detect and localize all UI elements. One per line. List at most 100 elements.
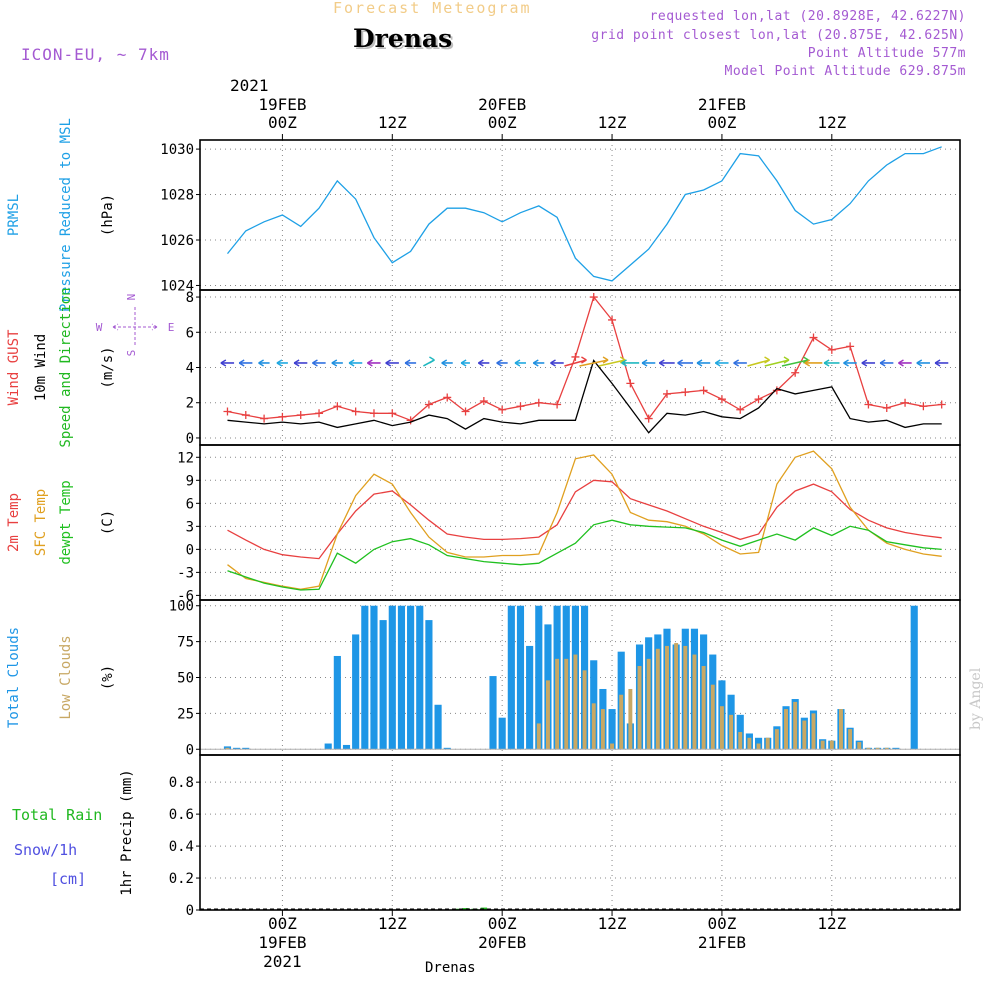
top-hour-label: 12Z: [378, 113, 407, 132]
low-bar: [829, 740, 834, 750]
model-point-altitude: Model Point Altitude 629.875m: [724, 64, 966, 79]
wind-arrow-head: [460, 359, 467, 367]
y-tick-label: 0.4: [169, 839, 194, 855]
wind-direction-arrow: [564, 359, 587, 367]
y-tick-label: 0: [186, 742, 194, 758]
total-bar: [352, 634, 360, 750]
low-bar: [729, 714, 734, 750]
wind-arrow-head: [367, 359, 373, 367]
pressure-axis-label: Pressure Reduced to MSL: [58, 118, 74, 312]
wind-arrow-head: [804, 359, 811, 367]
compass-south-label: S: [125, 350, 138, 357]
wind-arrow-head: [602, 356, 609, 364]
low-bar: [802, 720, 807, 750]
station-name: Drenas: [353, 24, 453, 53]
top-hour-label: 00Z: [707, 113, 736, 132]
total-bar: [361, 605, 369, 750]
gust-marker: [901, 398, 910, 407]
prmsl-line: [226, 146, 942, 282]
gust-marker: [791, 368, 800, 377]
wind-arrow-head: [898, 359, 904, 367]
gust-marker: [919, 402, 928, 411]
total-bar: [498, 717, 506, 750]
gust-marker: [662, 389, 671, 398]
gust-marker: [241, 411, 250, 420]
total-bar: [342, 744, 351, 750]
top-day-label: 19FEB: [258, 95, 306, 114]
bottom-hour-label: 12Z: [817, 914, 846, 933]
gust-marker: [553, 400, 562, 409]
wind-axis-label: 10m Wind: [33, 334, 49, 401]
compass-north-label: N: [125, 294, 138, 301]
wind-arrow-head: [312, 359, 318, 367]
wind-arrow-head: [220, 359, 227, 367]
wind-arrow-head: [385, 359, 392, 367]
low-bar: [628, 688, 633, 750]
dewpt-line: [227, 519, 942, 591]
wind-arrow-head: [532, 359, 539, 367]
temperature-axis-label: dewpt Temp: [58, 480, 74, 564]
total-bar: [443, 747, 451, 750]
y-tick-label: 6: [186, 496, 194, 512]
wind-axis-label: Wind GUST: [6, 329, 22, 405]
low-bar: [600, 709, 605, 750]
total-bar: [434, 704, 442, 750]
wind-direction-arrow: [764, 359, 790, 367]
low-bar: [225, 747, 230, 750]
low-bar: [820, 740, 825, 750]
y-tick-label: 0.8: [169, 775, 194, 791]
model-name: ICON-EU, ~ 7km: [21, 45, 170, 64]
bottom-hour-label: 00Z: [488, 914, 517, 933]
y-tick-label: 0.6: [169, 807, 194, 823]
wind-arrow-head: [276, 359, 283, 367]
gust-marker: [260, 414, 269, 423]
total-bar: [388, 605, 396, 750]
wind-arrow-head: [823, 359, 830, 367]
y-tick-label: 0: [186, 542, 194, 558]
year-label-top: 2021: [230, 76, 269, 95]
low-bar: [545, 680, 550, 750]
gust-marker: [406, 416, 415, 425]
total-bar: [333, 655, 341, 750]
y-tick-label: 2: [186, 396, 194, 412]
clouds-panel: [196, 599, 961, 756]
total-bar: [407, 605, 415, 750]
low-bar: [838, 709, 843, 750]
top-hour-label: 00Z: [488, 113, 517, 132]
low-bar: [811, 713, 816, 750]
y-tick-label: 75: [177, 635, 194, 651]
wind-axis-label: Speed and Direction: [58, 287, 74, 447]
low-bar: [765, 737, 770, 750]
gust-marker: [827, 345, 836, 354]
gust-marker: [443, 393, 452, 402]
low-bar: [875, 747, 880, 750]
wind-arrow-head: [714, 359, 721, 367]
gust-marker: [754, 395, 763, 404]
bottom-day-label: 19FEB: [258, 933, 306, 952]
low-bar: [784, 709, 788, 750]
low-bar: [582, 670, 587, 750]
wind-arrow-head: [429, 356, 435, 364]
rain-bar: [462, 908, 469, 910]
low-bar: [884, 747, 889, 750]
gust-marker: [388, 409, 397, 418]
y-tick-label: 9: [186, 473, 194, 489]
total-bar: [910, 605, 918, 750]
total-bar: [324, 743, 332, 750]
gust-marker: [846, 342, 855, 351]
low-bar: [536, 723, 541, 750]
panel-frame: [199, 754, 961, 911]
panel-frame: [199, 444, 961, 601]
total-bar: [370, 605, 378, 750]
gust-marker: [644, 414, 653, 423]
total-bar: [608, 709, 616, 750]
y-tick-label: 12: [177, 450, 194, 466]
bottom-day-label: 21FEB: [698, 933, 746, 952]
pressure-panel: [196, 139, 961, 291]
y-tick-label: 8: [186, 290, 194, 306]
wind-arrow-head: [658, 359, 665, 367]
low-bar: [619, 694, 624, 750]
wind-arrow-head: [733, 359, 740, 367]
